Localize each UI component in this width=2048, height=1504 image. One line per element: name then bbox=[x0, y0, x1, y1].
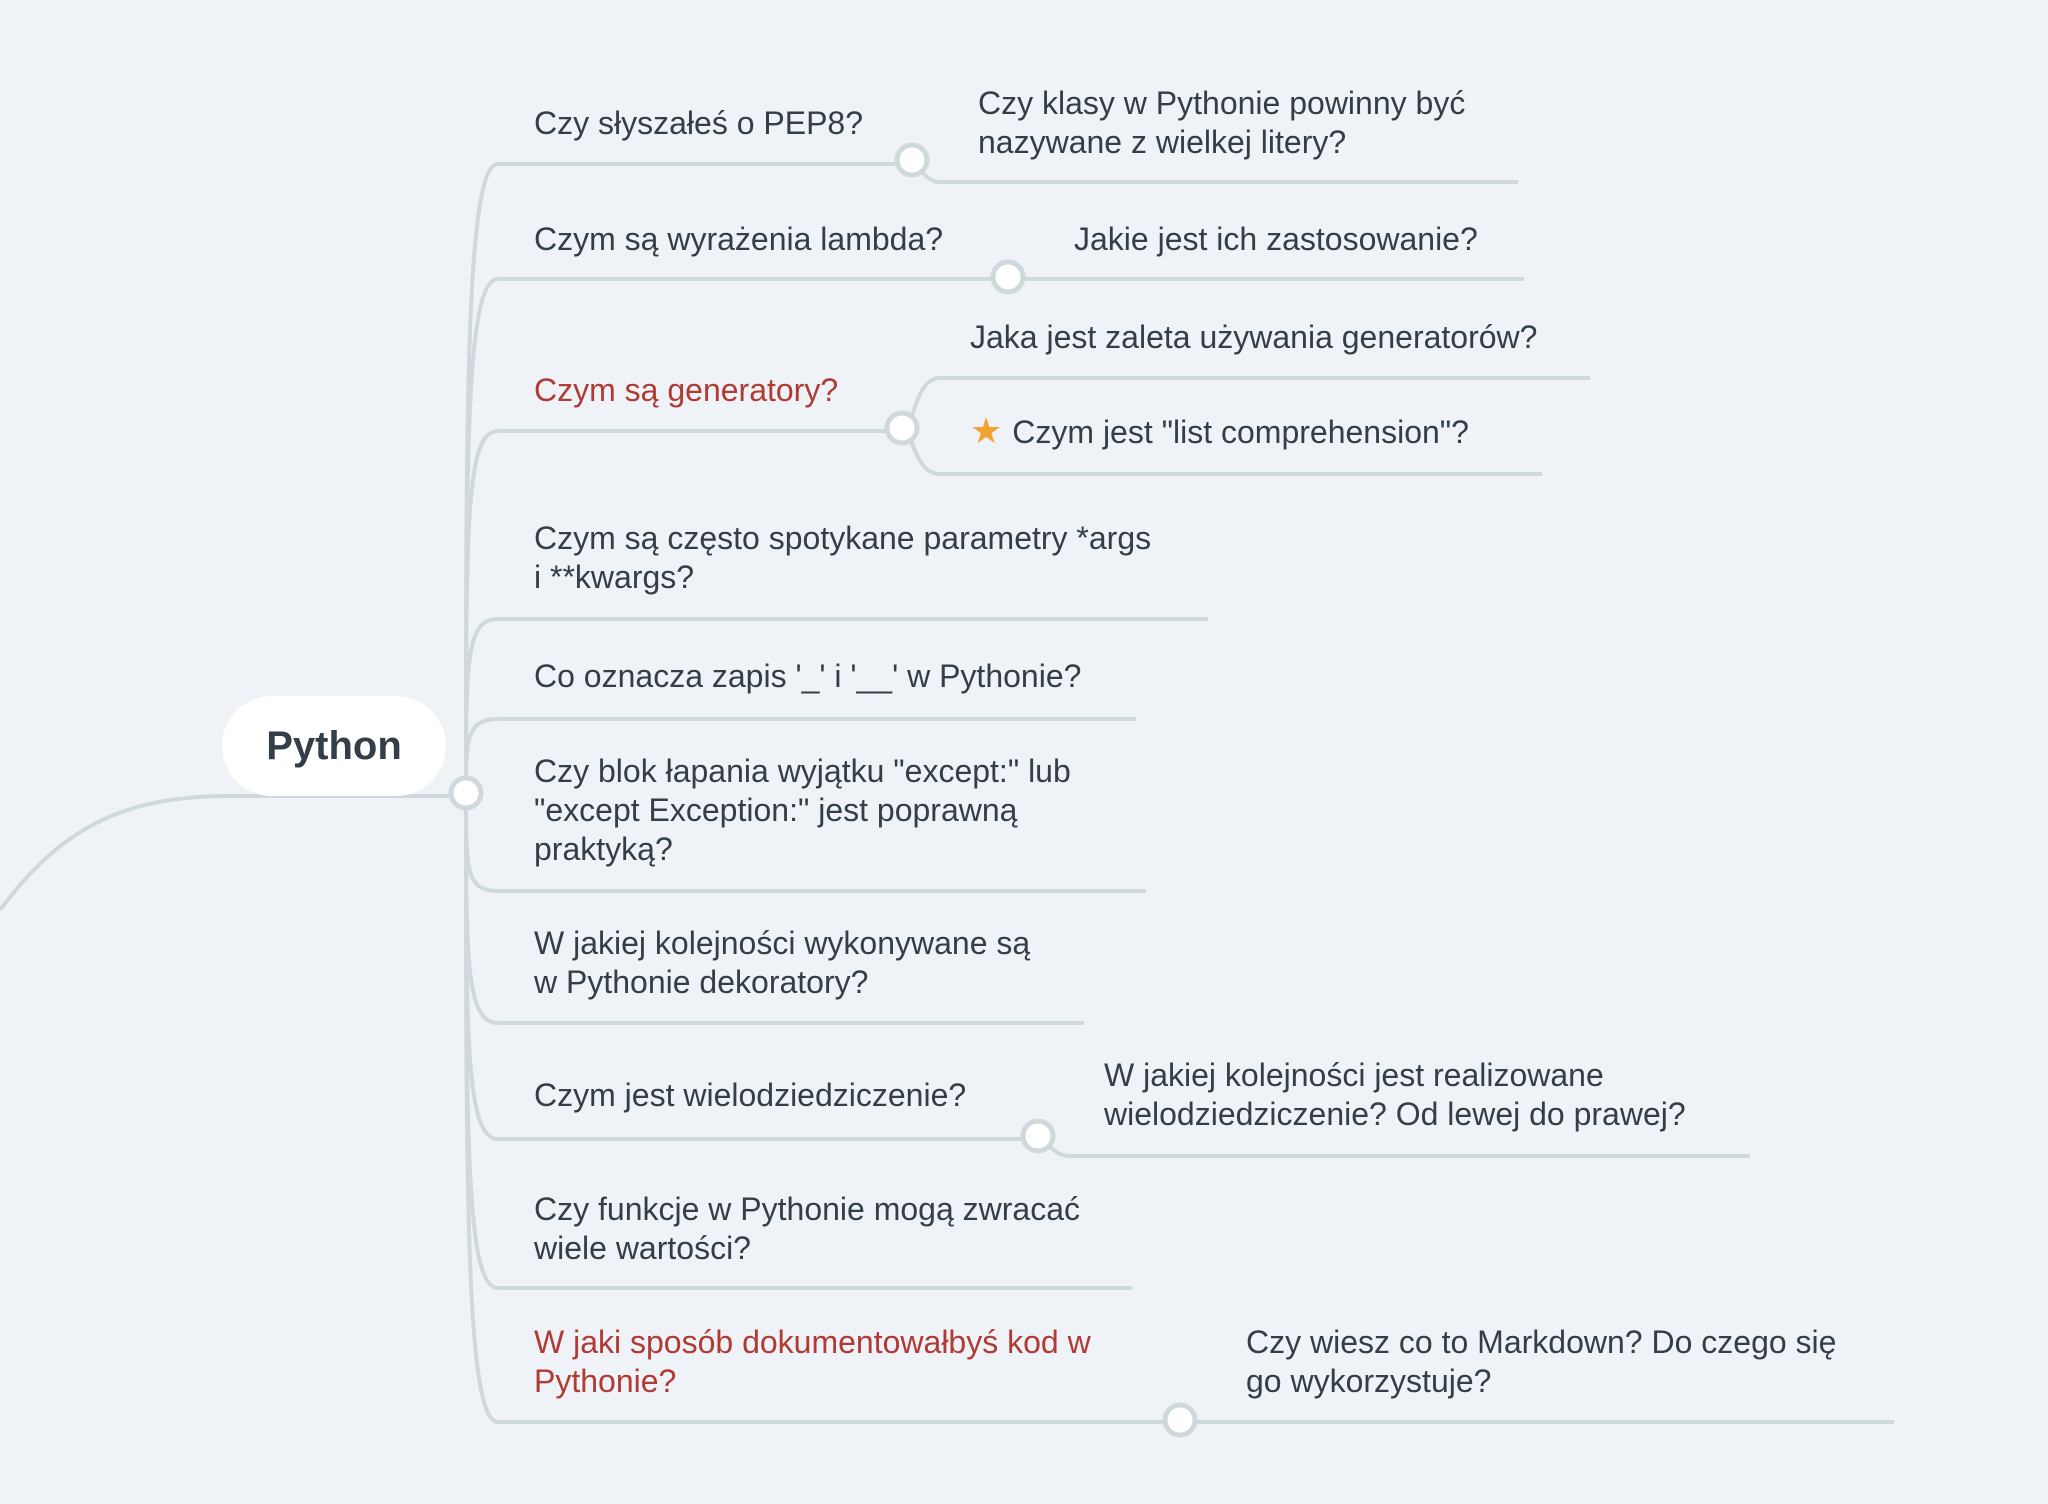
topic-label-line: wiele wartości? bbox=[534, 1230, 751, 1266]
topic-generators[interactable]: Czym są generatory? bbox=[534, 371, 838, 410]
root-collapse-knob[interactable] bbox=[448, 775, 484, 811]
topic-decorators[interactable]: W jakiej kolejności wykonywane są w Pyth… bbox=[534, 924, 1030, 1002]
subtopic-label-line: nazywane z wielkej litery? bbox=[978, 124, 1347, 160]
topic-pep8[interactable]: Czy słyszałeś o PEP8? bbox=[534, 104, 863, 143]
subtopic-markdown[interactable]: Czy wiesz co to Markdown? Do czego się g… bbox=[1246, 1323, 1836, 1401]
topic-label-line: w Pythonie dekoratory? bbox=[534, 964, 869, 1000]
subtopic-list-comprehension[interactable]: ★ Czym jest "list comprehension"? bbox=[970, 411, 1469, 452]
docs-collapse-knob[interactable] bbox=[1162, 1402, 1198, 1438]
root-topic-label: Python bbox=[266, 723, 402, 768]
inheritance-collapse-knob[interactable] bbox=[1020, 1118, 1056, 1154]
subtopic-label-line: Czy klasy w Pythonie powinny być bbox=[978, 85, 1466, 121]
subtopic-label-line: Czy wiesz co to Markdown? Do czego się bbox=[1246, 1324, 1837, 1360]
topic-label: Co oznacza zapis '_' i '__' w Pythonie? bbox=[534, 658, 1082, 694]
parent-connector bbox=[0, 794, 466, 912]
topic-label-line: i **kwargs? bbox=[534, 559, 695, 595]
root-topic-python[interactable]: Python bbox=[222, 696, 446, 796]
topic-lambda[interactable]: Czym są wyrażenia lambda? bbox=[534, 220, 943, 259]
topic-label: Czym są generatory? bbox=[534, 372, 839, 408]
topic-multiple-inheritance[interactable]: Czym jest wielodziedziczenie? bbox=[534, 1076, 966, 1115]
subtopic-generator-advantage[interactable]: Jaka jest zaleta używania generatorów? bbox=[970, 318, 1537, 357]
topic-args-kwargs[interactable]: Czym są często spotykane parametry *args… bbox=[534, 519, 1151, 597]
subtopic-label-line: go wykorzystuje? bbox=[1246, 1363, 1492, 1399]
topic-label-line: praktyką? bbox=[534, 831, 673, 867]
topic-label: Czy słyszałeś o PEP8? bbox=[534, 105, 864, 141]
subtopic-label-line: W jakiej kolejności jest realizowane bbox=[1104, 1057, 1604, 1093]
topic-documentation[interactable]: W jaki sposób dokumentowałbyś kod w Pyth… bbox=[534, 1323, 1091, 1401]
topic-label-line: Czy blok łapania wyjątku "except:" lub bbox=[534, 753, 1071, 789]
topic-label-line: W jakiej kolejności wykonywane są bbox=[534, 925, 1031, 961]
subtopic-label: Jaka jest zaleta używania generatorów? bbox=[970, 319, 1538, 355]
topic-label-line: Czym są często spotykane parametry *args bbox=[534, 520, 1152, 556]
topic-underscore[interactable]: Co oznacza zapis '_' i '__' w Pythonie? bbox=[534, 657, 1081, 696]
subtopic-lambda-usage[interactable]: Jakie jest ich zastosowanie? bbox=[1074, 220, 1478, 259]
topic-label: Czym jest wielodziedziczenie? bbox=[534, 1077, 967, 1113]
subtopic-label: Czym jest "list comprehension"? bbox=[1012, 414, 1469, 450]
topic-label-line: W jaki sposób dokumentowałbyś kod w bbox=[534, 1324, 1091, 1360]
topic-label-line: Pythonie? bbox=[534, 1363, 677, 1399]
lambda-collapse-knob[interactable] bbox=[990, 259, 1026, 295]
topic-except[interactable]: Czy blok łapania wyjątku "except:" lub "… bbox=[534, 752, 1071, 869]
topic-label-line: "except Exception:" jest poprawną bbox=[534, 792, 1018, 828]
pep8-collapse-knob[interactable] bbox=[894, 142, 930, 178]
subtopic-label-line: wielodziedziczenie? Od lewej do prawej? bbox=[1104, 1096, 1686, 1132]
topic-label: Czym są wyrażenia lambda? bbox=[534, 221, 944, 257]
star-icon: ★ bbox=[970, 410, 1003, 451]
topic-label-line: Czy funkcje w Pythonie mogą zwracać bbox=[534, 1191, 1080, 1227]
generators-collapse-knob[interactable] bbox=[884, 410, 920, 446]
topic-multiple-returns[interactable]: Czy funkcje w Pythonie mogą zwracać wiel… bbox=[534, 1190, 1080, 1268]
subtopic-class-naming[interactable]: Czy klasy w Pythonie powinny być nazywan… bbox=[978, 84, 1465, 162]
subtopic-mro[interactable]: W jakiej kolejności jest realizowane wie… bbox=[1104, 1056, 1686, 1134]
subtopic-label: Jakie jest ich zastosowanie? bbox=[1074, 221, 1478, 257]
